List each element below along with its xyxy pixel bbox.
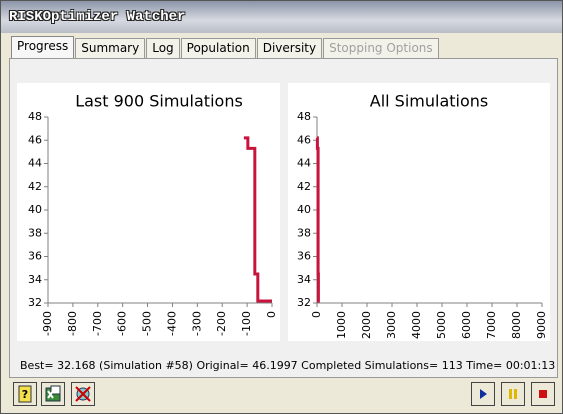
x-tick-label: -300 — [190, 311, 203, 336]
x-tick-label: 9000 — [535, 311, 548, 339]
status-text: Best= 32.168 (Simulation #58) Original= … — [20, 359, 556, 372]
x-tick-label: -900 — [41, 311, 54, 336]
y-tick-label: 40 — [297, 203, 311, 216]
x-tick-label: -400 — [165, 311, 178, 336]
tab-strip: Progress Summary Log Population Diversity Sto… — [11, 36, 440, 58]
tab[interactable]: Progress — [11, 36, 75, 58]
chart-panel — [17, 83, 280, 341]
y-tick-label: 32 — [297, 296, 311, 309]
y-tick-label: 46 — [28, 133, 42, 146]
tab[interactable]: Population — [180, 38, 256, 58]
x-tick-label: 5000 — [435, 311, 448, 339]
y-tick-label: 44 — [28, 157, 42, 170]
x-tick-label: 6000 — [460, 311, 473, 339]
y-tick-label: 34 — [28, 273, 42, 286]
tab[interactable]: Summary — [75, 38, 146, 58]
x-tick-label: -500 — [141, 311, 154, 336]
y-tick-label: 38 — [28, 226, 42, 239]
x-tick-label: -200 — [215, 311, 228, 336]
y-tick-label: 46 — [297, 133, 311, 146]
y-tick-label: 34 — [297, 273, 311, 286]
chart-title: Last 900 Simulations — [75, 92, 243, 111]
pause-button[interactable] — [501, 382, 525, 406]
x-tick-label: 8000 — [510, 311, 523, 339]
x-tick-label: 7000 — [485, 311, 498, 339]
y-tick-label: 44 — [297, 157, 311, 170]
data-line — [315, 136, 320, 303]
data-line — [243, 136, 272, 303]
x-tick-label: 1000 — [335, 311, 348, 339]
x-tick-label: -100 — [240, 311, 253, 336]
x-tick-label: 2000 — [360, 311, 373, 339]
x-tick-label: 0 — [310, 311, 323, 318]
tab[interactable]: Diversity — [256, 38, 323, 58]
x-tick-label: 3000 — [385, 311, 398, 339]
x-tick-label: -800 — [66, 311, 79, 336]
chart-panel — [288, 83, 550, 341]
tab[interactable]: Log — [146, 38, 180, 58]
y-tick-label: 40 — [28, 203, 42, 216]
y-tick-label: 32 — [28, 296, 42, 309]
y-tick-label: 36 — [297, 250, 311, 263]
x-tick-label: -700 — [91, 311, 104, 336]
y-tick-label: 36 — [28, 250, 42, 263]
stop-button[interactable] — [531, 382, 555, 406]
x-tick-label: 4000 — [410, 311, 423, 339]
help-button[interactable]: ? — [13, 382, 37, 406]
x-tick-label: -600 — [116, 311, 129, 336]
x-tick-label: 0 — [265, 311, 278, 318]
tab: Stopping Options — [323, 38, 439, 58]
y-tick-label: 42 — [28, 180, 42, 193]
chart-title: All Simulations — [370, 92, 488, 111]
y-tick-label: 38 — [297, 226, 311, 239]
excel-button[interactable] — [41, 382, 65, 406]
tools-button[interactable] — [71, 382, 95, 406]
y-tick-label: 42 — [297, 180, 311, 193]
y-tick-label: 48 — [297, 110, 311, 123]
svg-text:?: ? — [22, 388, 28, 401]
run-button[interactable] — [471, 382, 495, 406]
title-bar: RISKOptimizer Watcher — [1, 1, 562, 33]
y-tick-label: 48 — [28, 110, 42, 123]
window-title: RISKOptimizer Watcher — [9, 9, 186, 25]
